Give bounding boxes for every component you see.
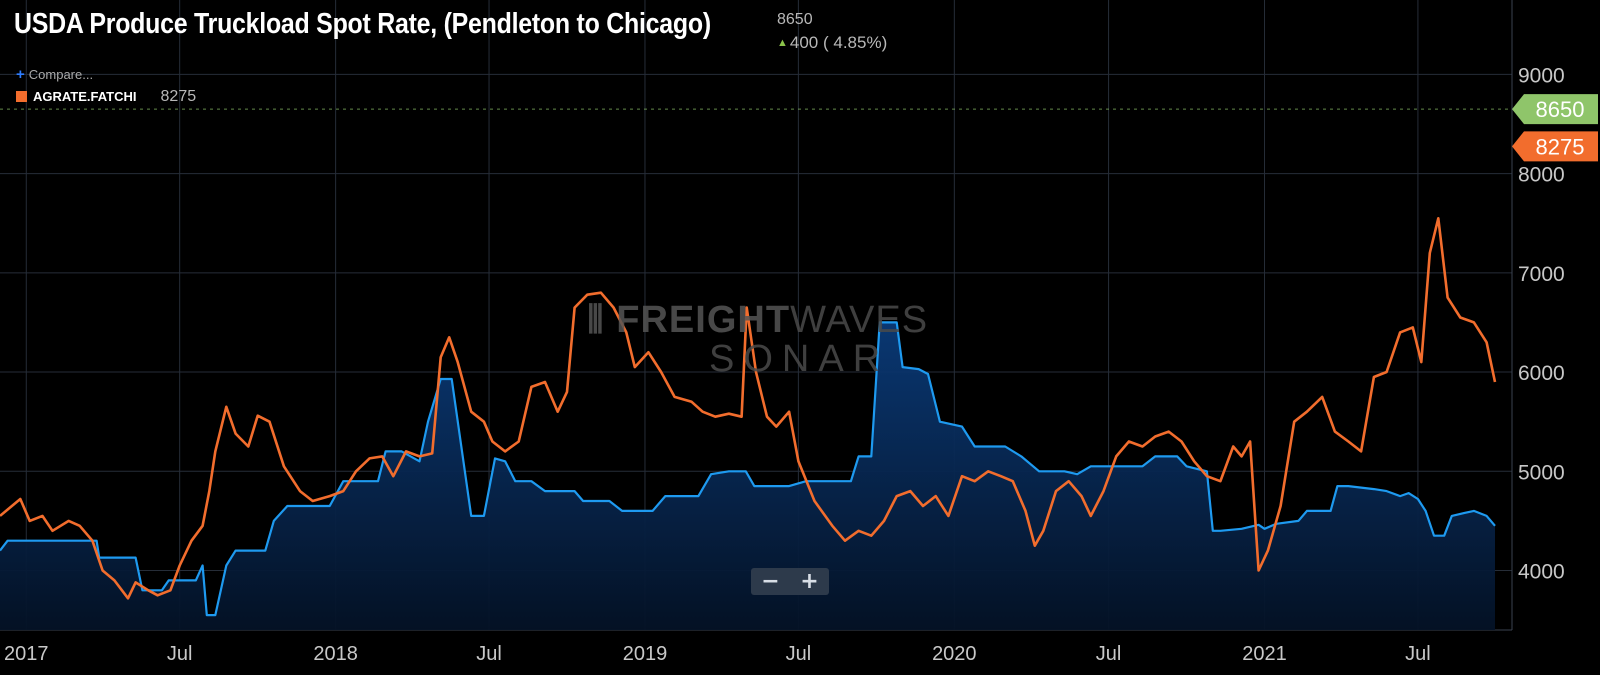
x-tick-label: 2020 xyxy=(932,643,977,665)
zoom-out-button[interactable]: − xyxy=(761,569,780,594)
y-tick-label: 9000 xyxy=(1518,64,1565,87)
watermark-bars-icon: ⦀ xyxy=(587,299,617,341)
x-tick-label: Jul xyxy=(1096,643,1122,665)
y-tick-label: 5000 xyxy=(1518,461,1565,484)
legend-series-code: AGRATE.FATCHI xyxy=(33,89,137,104)
x-tick-label: 2019 xyxy=(623,643,668,665)
primary-last-badge: 8650 xyxy=(1512,94,1598,125)
zoom-in-button[interactable]: + xyxy=(800,569,819,594)
x-tick-label: Jul xyxy=(167,643,193,665)
y-tick-label: 6000 xyxy=(1518,362,1565,385)
series-line-compare xyxy=(0,217,1497,600)
chart-title: USDA Produce Truckload Spot Rate, (Pendl… xyxy=(14,8,711,40)
zoom-controls: − + xyxy=(751,568,829,595)
header-last-value: 8650 xyxy=(777,11,813,28)
header-change: ▲ 400 ( 4.85%) xyxy=(777,33,887,53)
compare-button[interactable]: + Compare... xyxy=(16,66,93,83)
watermark-line1: ⦀ FREIGHTWAVES xyxy=(587,299,929,341)
series-line-primary xyxy=(0,321,1496,617)
x-tick-label: Jul xyxy=(476,643,502,665)
x-tick-label: 2017 xyxy=(4,643,49,665)
watermark-logo: ⦀ FREIGHTWAVES SONAR xyxy=(587,299,928,381)
change-value: 400 ( 4.85%) xyxy=(789,33,888,52)
y-tick-label: 8000 xyxy=(1518,164,1565,187)
x-tick-label: Jul xyxy=(786,643,812,665)
compare-label: Compare... xyxy=(28,67,94,82)
legend-series-value: 8275 xyxy=(160,88,197,105)
compare-last-badge-label: 8275 xyxy=(1536,134,1585,159)
legend-swatch xyxy=(16,91,27,102)
plus-icon: + xyxy=(16,66,25,83)
x-tick-label: 2021 xyxy=(1242,643,1287,665)
primary-last-badge-label: 8650 xyxy=(1536,97,1585,122)
y-tick-label: 7000 xyxy=(1518,263,1565,286)
x-tick-label: Jul xyxy=(1405,643,1431,665)
watermark-line2: SONAR xyxy=(709,338,890,380)
primary-last-badge-shape xyxy=(1512,94,1598,125)
x-tick-label: 2018 xyxy=(313,643,358,665)
compare-last-badge: 8275 xyxy=(1512,131,1598,162)
legend-entry[interactable]: AGRATE.FATCHI 8275 xyxy=(16,88,196,106)
y-tick-label: 4000 xyxy=(1518,560,1565,583)
up-arrow-icon: ▲ xyxy=(777,37,788,49)
compare-last-badge-shape xyxy=(1512,131,1598,162)
